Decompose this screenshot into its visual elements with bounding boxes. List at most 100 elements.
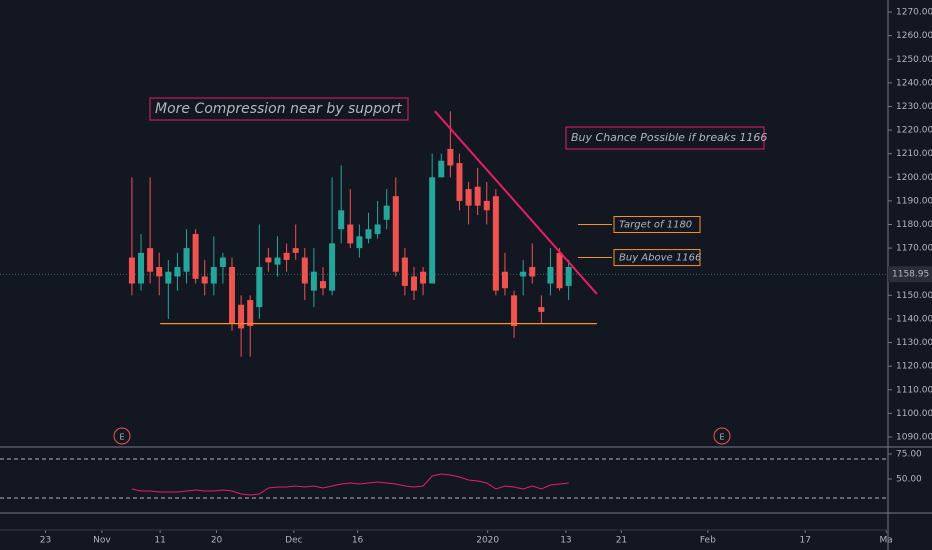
x-tick-label: Dec xyxy=(285,536,302,546)
annotation: More Compression near by support xyxy=(155,101,402,117)
candle-body xyxy=(356,236,363,249)
candle-body xyxy=(183,248,190,272)
level-box xyxy=(613,216,701,234)
candle-body xyxy=(429,177,436,284)
candle-body xyxy=(301,257,308,284)
y-tick-label: 1230.00 xyxy=(896,102,932,112)
candle-body xyxy=(238,304,245,329)
candle-body xyxy=(219,257,226,267)
candle-body xyxy=(365,229,372,239)
candle-body xyxy=(192,233,199,279)
event-label: E xyxy=(119,433,124,442)
candle-body xyxy=(138,252,145,284)
candle-body xyxy=(274,257,281,265)
x-tick-label: 21 xyxy=(616,536,627,546)
candle-body xyxy=(410,276,417,291)
level-box xyxy=(613,249,701,267)
candle-body xyxy=(310,271,317,291)
x-tick-label: 13 xyxy=(560,536,571,546)
candle-body xyxy=(210,267,217,284)
y-tick-label: 1180.00 xyxy=(896,220,932,230)
y-tick-label: 1210.00 xyxy=(896,149,932,159)
candle-body xyxy=(319,281,326,289)
candle-body xyxy=(156,267,163,277)
candle-body xyxy=(538,307,545,312)
y-tick-label: 1190.00 xyxy=(896,196,932,206)
candle-body xyxy=(392,196,399,272)
y-tick-label: 1250.00 xyxy=(896,55,932,65)
y-tick-label: 1240.00 xyxy=(896,78,932,88)
candle-body xyxy=(547,267,554,284)
candle-body xyxy=(511,295,518,327)
annotation: Buy Chance Possible if breaks 1166 xyxy=(571,131,767,144)
y-tick-label: 1140.00 xyxy=(896,314,932,324)
last-price-box xyxy=(888,266,932,283)
y-tick-label: 1150.00 xyxy=(896,291,932,301)
y-tick-label: 1090.00 xyxy=(896,432,932,442)
event-marker xyxy=(713,427,731,445)
y-tick-label: 1260.00 xyxy=(896,31,932,41)
x-tick-label: Ma xyxy=(880,536,893,546)
candle-body xyxy=(401,257,408,286)
candle-body xyxy=(292,248,299,253)
candle-body xyxy=(128,257,135,284)
annotation-box xyxy=(565,126,765,150)
candle-body xyxy=(438,160,445,178)
candle-body xyxy=(265,257,272,263)
candle-body xyxy=(474,186,481,206)
x-tick-label: 11 xyxy=(154,536,165,546)
last-price-label: 1158.95 xyxy=(892,270,929,280)
candle-body xyxy=(465,189,472,206)
candle-body xyxy=(229,267,236,324)
level-label: Buy Above 1166 xyxy=(619,253,701,264)
rsi-tick-label: 50.00 xyxy=(896,475,922,485)
annotation-box xyxy=(149,97,409,121)
candle-body xyxy=(565,267,572,286)
x-tick-label: 16 xyxy=(352,536,364,546)
level-label: Target of 1180 xyxy=(619,220,692,231)
candle-body xyxy=(383,205,390,220)
y-tick-label: 1270.00 xyxy=(896,8,932,18)
candle-body xyxy=(174,267,181,277)
x-tick-label: Nov xyxy=(93,536,111,546)
y-tick-label: 1110.00 xyxy=(896,385,932,395)
candle-body xyxy=(420,271,427,284)
candle-body xyxy=(201,276,208,284)
x-tick-label: Feb xyxy=(700,536,716,546)
x-tick-label: 17 xyxy=(799,536,810,546)
candle-body xyxy=(347,224,354,244)
candle-body xyxy=(456,163,463,201)
event-marker xyxy=(113,427,131,445)
candle-body xyxy=(256,267,263,308)
y-tick-label: 1100.00 xyxy=(896,409,932,419)
candle-body xyxy=(447,148,454,166)
x-tick-label: 20 xyxy=(211,536,223,546)
x-tick-label: 23 xyxy=(40,536,51,546)
trend-line xyxy=(434,110,598,295)
rsi-tick-label: 75.00 xyxy=(896,450,922,460)
y-tick-label: 1200.00 xyxy=(896,173,932,183)
candle-body xyxy=(501,271,508,289)
candle-body xyxy=(492,196,499,291)
candle-body xyxy=(283,252,290,260)
event-label: E xyxy=(719,433,724,442)
candle-body xyxy=(529,267,536,277)
candle-body xyxy=(165,271,172,284)
y-tick-label: 1170.00 xyxy=(896,244,932,254)
candle-body xyxy=(483,200,490,211)
candle-body xyxy=(556,252,563,289)
y-tick-label: 1220.00 xyxy=(896,126,932,136)
x-tick-label: 2020 xyxy=(476,536,499,546)
candle-body xyxy=(147,248,154,272)
candle-body xyxy=(329,243,336,291)
y-tick-label: 1130.00 xyxy=(896,338,932,348)
rsi-line xyxy=(131,473,569,496)
candle-body xyxy=(338,210,345,230)
candle-body xyxy=(374,224,381,234)
candle-body xyxy=(247,300,254,327)
y-tick-label: 1120.00 xyxy=(896,362,932,372)
candle-body xyxy=(520,271,527,277)
